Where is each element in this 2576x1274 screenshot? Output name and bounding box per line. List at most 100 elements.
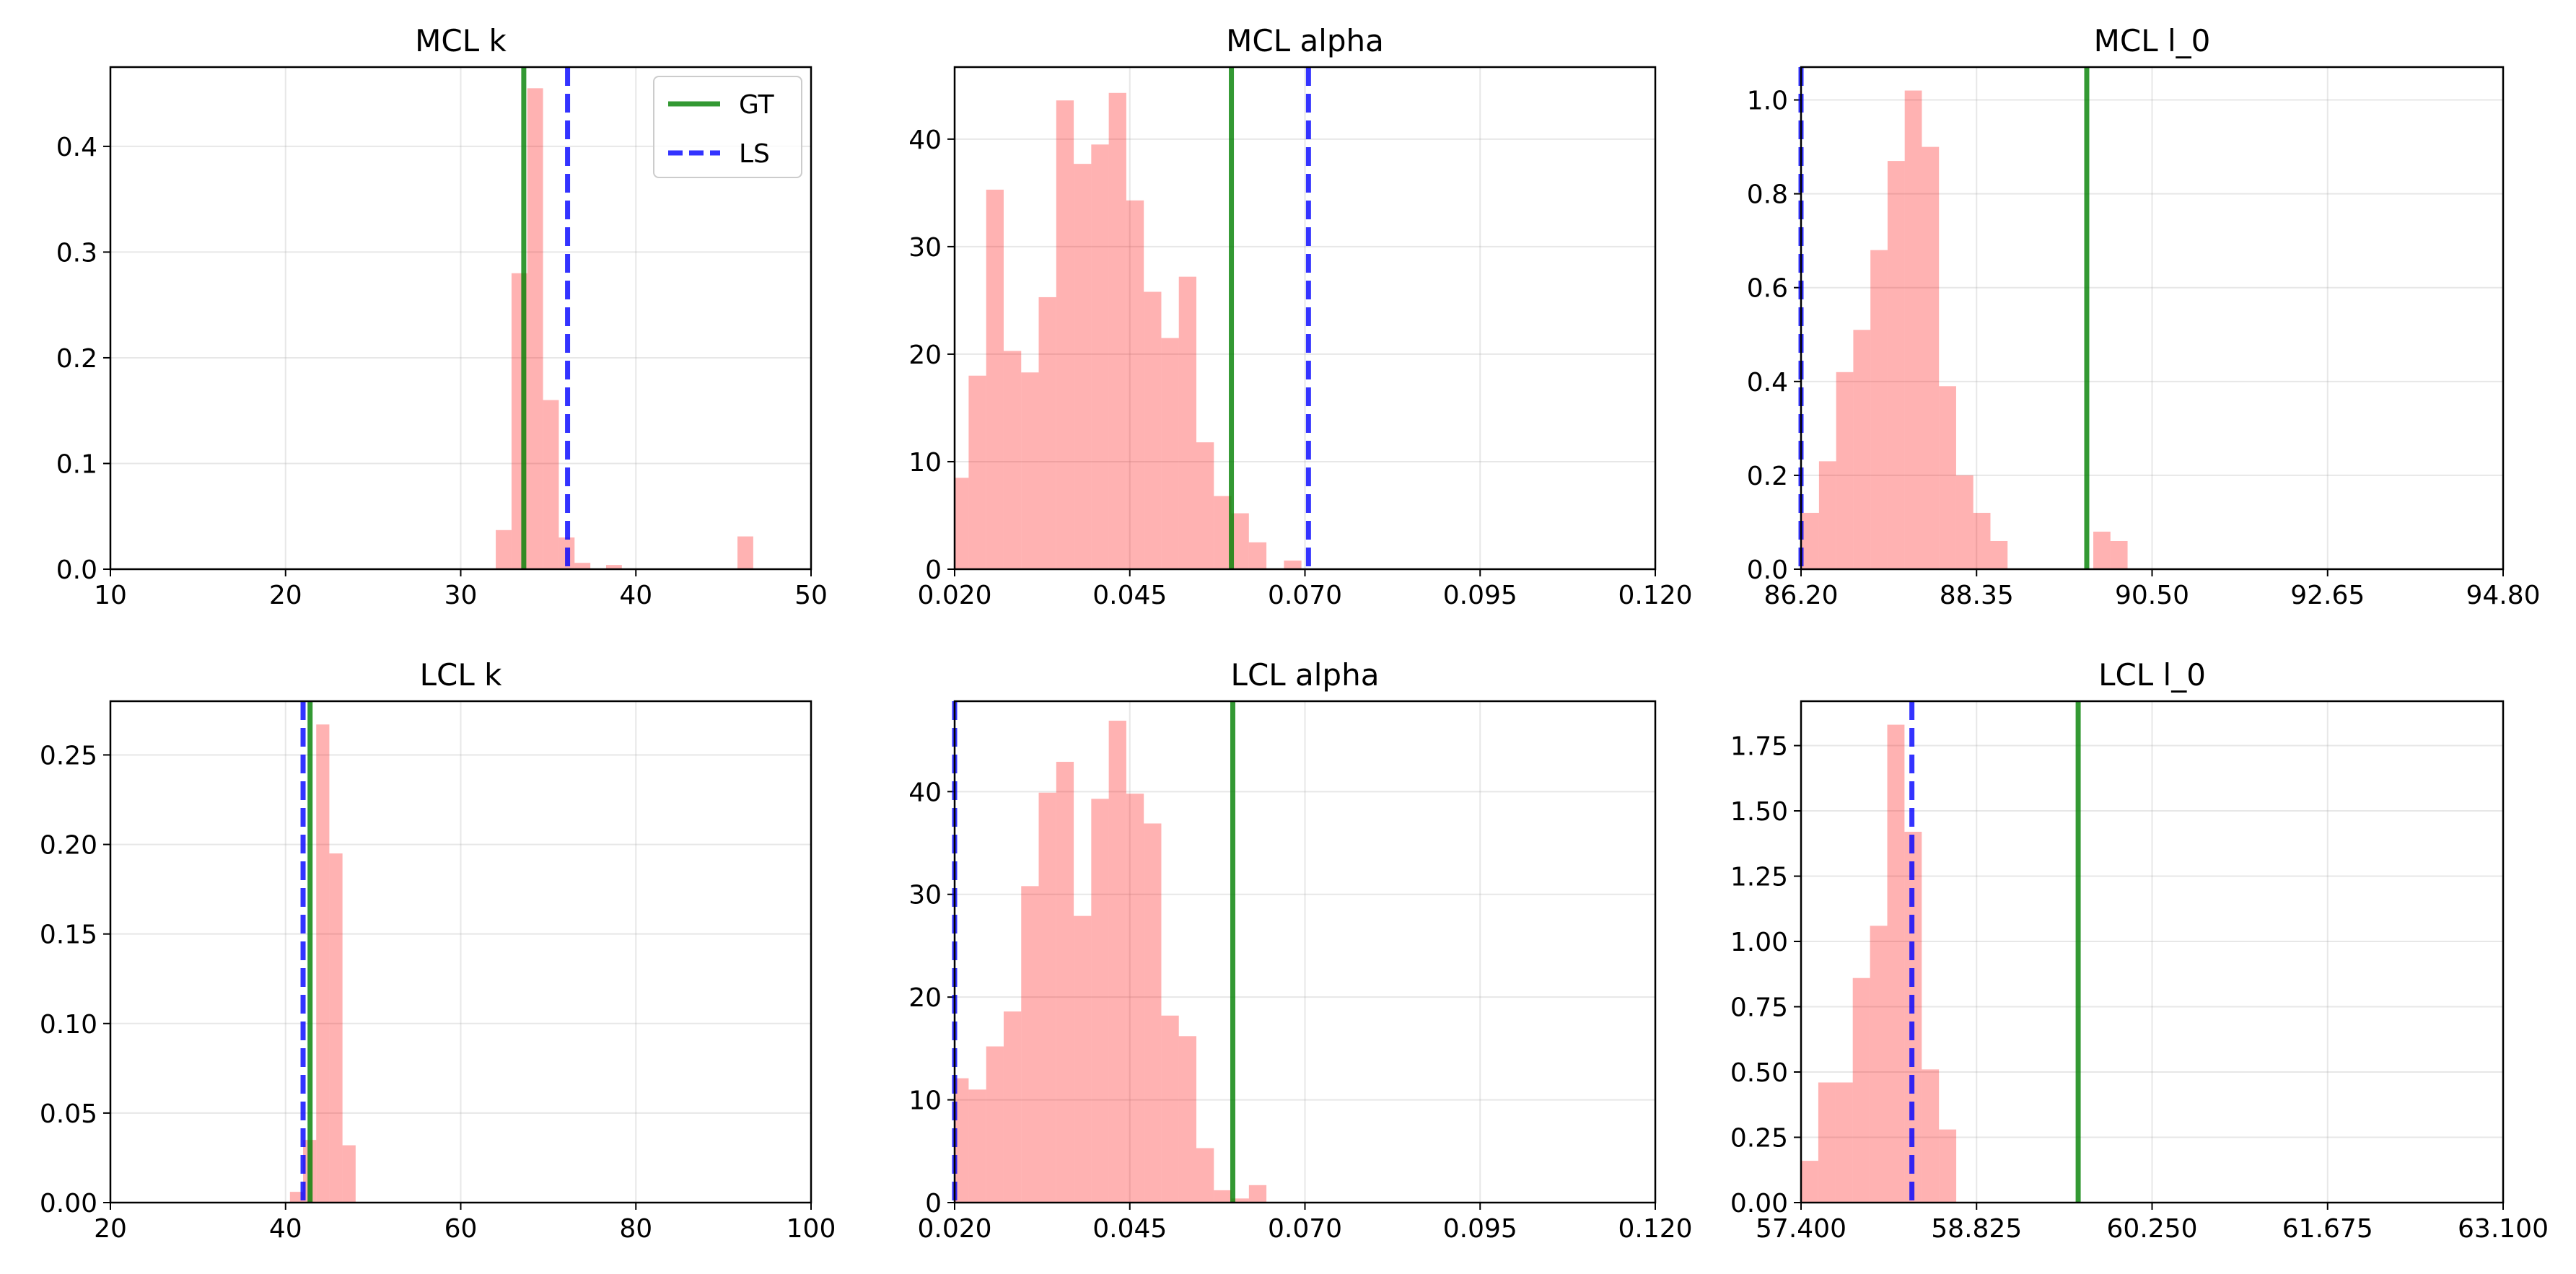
y-tick-label: 0.8 (1747, 180, 1788, 210)
y-tick-label: 1.50 (1730, 797, 1788, 827)
x-tick-label: 86.20 (1764, 581, 1838, 610)
x-tick-label: 58.825 (1931, 1214, 2022, 1244)
x-tick-label: 0.070 (1268, 581, 1342, 610)
histogram-bar (1091, 799, 1109, 1203)
y-tick-label: 1.00 (1730, 928, 1788, 957)
x-tick-label: 40 (269, 1214, 302, 1244)
x-tick-label: 0.020 (917, 1214, 991, 1244)
y-tick-label: 10 (908, 448, 942, 478)
x-tick-label: 40 (619, 581, 652, 610)
y-tick-label: 20 (908, 341, 942, 370)
x-tick-label: 61.675 (2282, 1214, 2373, 1244)
histogram-bar (1248, 1185, 1267, 1203)
panel-lcl-k: 20 40 60 80 100 0.00 0.05 0.10 0.15 0.20 0.25 LCL k (40, 657, 836, 1244)
x-tick-label: 20 (94, 1214, 127, 1244)
histogram-bar (1074, 915, 1092, 1203)
histogram-bar (1038, 792, 1056, 1203)
y-tick-label: 0.2 (56, 344, 97, 374)
histogram-bar (1887, 161, 1905, 570)
x-tick-label: 94.80 (2466, 581, 2540, 610)
histogram-bar (1038, 296, 1056, 569)
histogram-bar (968, 375, 986, 569)
histogram-bar (329, 853, 343, 1203)
histogram-bar (496, 530, 512, 569)
x-tick-label: 80 (619, 1214, 652, 1244)
axes-frame (109, 66, 812, 571)
histogram-bar (1003, 1011, 1022, 1203)
x-tick-label: 63.100 (2458, 1214, 2549, 1244)
histogram-bar (1214, 496, 1232, 569)
y-tick-label: 0.15 (40, 921, 97, 950)
histogram-bar (1248, 542, 1267, 569)
axes-frame (953, 700, 1657, 1204)
y-tick-label: 0.10 (40, 1010, 97, 1040)
y-tick-label: 0.2 (1747, 462, 1788, 491)
y-tick-label: 0.25 (1730, 1124, 1788, 1154)
y-tick-label: 0.1 (56, 449, 97, 479)
histogram-bar (1853, 330, 1871, 569)
histogram-bar (1178, 1036, 1196, 1203)
y-tick-label: 40 (908, 778, 942, 807)
y-tick-label: 1.25 (1730, 863, 1788, 892)
y-tick-label: 10 (908, 1086, 942, 1116)
panel-title: MCL k (415, 23, 507, 58)
x-tick-label: 0.120 (1618, 581, 1692, 610)
legend: GT LS (653, 76, 802, 178)
histogram-bar (1818, 461, 1836, 569)
histogram-bar (1021, 372, 1039, 569)
y-tick-label: 1.0 (1747, 87, 1788, 116)
x-tick-label: 0.070 (1268, 1214, 1342, 1244)
histogram-bar (1144, 823, 1162, 1203)
histogram-bar (1939, 386, 1956, 569)
y-tick-label: 30 (908, 881, 942, 910)
histogram-bar (1802, 512, 1819, 569)
histogram-bar (2110, 540, 2128, 569)
legend-label-ls: LS (739, 139, 770, 169)
histogram-bar (968, 1089, 986, 1203)
histogram-bar (2093, 531, 2111, 569)
histogram-bar (1870, 926, 1888, 1203)
y-tick-label: 30 (908, 233, 942, 263)
y-tick-label: 0 (925, 555, 942, 585)
y-tick-label: 0.0 (56, 555, 97, 585)
histogram-bar (1836, 372, 1854, 569)
histogram-bar (1056, 762, 1074, 1203)
histogram-bar (1922, 146, 1940, 569)
x-tick-label: 10 (94, 581, 127, 610)
histogram-bar (986, 1046, 1004, 1203)
x-tick-label: 60.250 (2107, 1214, 2198, 1244)
histogram-bar (1161, 338, 1179, 569)
panel-lcl-alpha: 0.020 0.045 0.070 0.095 0.120 0 10 20 30 40 LCL al… (908, 657, 1692, 1244)
x-tick-label: 0.120 (1618, 1214, 1692, 1244)
y-tick-label: 0.25 (40, 741, 97, 770)
histogram-bar (1003, 351, 1022, 569)
x-tick-label: 0.095 (1443, 1214, 1517, 1244)
axes-frame (1800, 66, 2505, 571)
y-tick-label: 0.75 (1730, 993, 1788, 1023)
histogram-bar (1108, 92, 1126, 569)
histogram-bar (1074, 164, 1092, 570)
y-tick-label: 0 (925, 1189, 942, 1218)
histogram-bar (1196, 442, 1214, 569)
histogram-bar (605, 565, 622, 569)
y-tick-label: 0.4 (56, 133, 97, 162)
x-tick-label: 90.50 (2115, 581, 2189, 610)
histogram-bar (1108, 721, 1126, 1203)
histogram-bar (543, 400, 559, 569)
x-tick-label: 100 (787, 1214, 836, 1244)
histogram-bar (1955, 475, 1973, 569)
y-tick-label: 0.6 (1747, 274, 1788, 304)
y-tick-label: 0.00 (1730, 1189, 1788, 1218)
histogram-bar (574, 563, 591, 569)
y-tick-label: 0.20 (40, 831, 97, 861)
panel-mcl-k: 10 20 30 40 50 0.0 0.1 0.2 0.3 0.4 MCL k GT LS (56, 23, 828, 610)
y-tick-label: 0.0 (1747, 555, 1788, 585)
histogram-bar (1939, 1129, 1957, 1203)
panel-title: LCL l_0 (2098, 657, 2206, 693)
histogram-bar (1887, 724, 1905, 1203)
panel-title: MCL l_0 (2094, 23, 2211, 58)
axes-frame (1800, 700, 2505, 1204)
histogram-bar (1818, 1082, 1836, 1203)
histogram-bar (1284, 561, 1302, 569)
